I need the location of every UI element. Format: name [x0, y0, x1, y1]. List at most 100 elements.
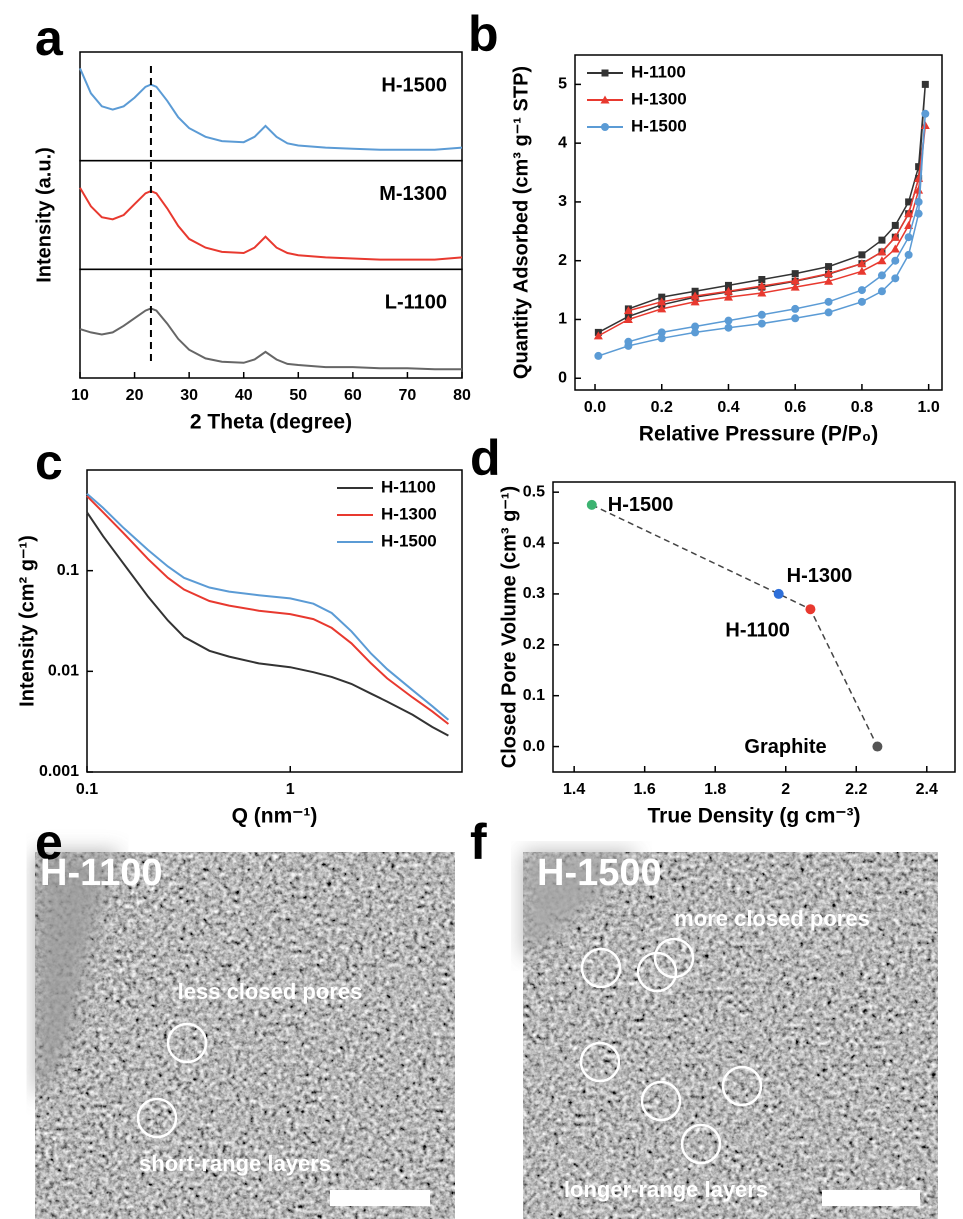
point-label: H-1500	[608, 494, 674, 516]
panel-letter: d	[470, 430, 501, 486]
y-tick-label: 4	[558, 134, 567, 151]
marker	[877, 256, 887, 265]
marker	[824, 297, 833, 306]
marker	[825, 263, 833, 271]
subplot-frame	[79, 268, 463, 379]
marker	[877, 271, 886, 280]
marker	[593, 331, 603, 340]
y-tick-label: 1	[558, 311, 567, 328]
plot-frame	[552, 481, 956, 773]
marker	[657, 297, 667, 306]
point-label: Graphite	[744, 736, 826, 758]
marker	[921, 80, 929, 88]
marker	[824, 276, 834, 285]
pore-circle	[721, 1065, 763, 1107]
panel-letter: e	[35, 814, 63, 870]
y-tick-label: 0	[558, 369, 567, 386]
image-annotation: longer-range layers	[564, 1177, 768, 1202]
line	[598, 125, 927, 337]
marker	[757, 288, 767, 297]
marker	[915, 163, 923, 171]
pore-circle	[640, 1080, 682, 1122]
line	[79, 307, 462, 371]
y-axis-label: Intensity (cm² g⁻¹)	[16, 535, 38, 707]
marker	[691, 322, 700, 331]
y-tick-label: 0.3	[523, 585, 545, 602]
marker	[904, 209, 914, 218]
marker	[921, 109, 930, 118]
point-label: H-1300	[787, 565, 853, 587]
marker	[904, 250, 913, 259]
panel-letter: b	[468, 6, 499, 62]
marker	[858, 251, 866, 259]
marker	[724, 323, 733, 332]
x-tick-label: 0.4	[717, 399, 739, 416]
point	[805, 604, 816, 615]
marker	[758, 276, 766, 284]
marker	[757, 281, 767, 290]
x-tick-label: 2.4	[916, 781, 938, 798]
marker	[905, 198, 913, 206]
marker	[724, 316, 733, 325]
x-tick-label: 40	[235, 387, 253, 404]
marker	[623, 306, 633, 315]
marker	[658, 293, 666, 301]
marker	[757, 310, 766, 319]
y-tick-label: 0.1	[57, 562, 79, 579]
marker	[791, 270, 799, 278]
pore-circle	[636, 951, 678, 993]
marker	[624, 337, 633, 346]
image-label: H-1500	[537, 852, 662, 894]
marker	[790, 276, 800, 285]
marker	[690, 297, 700, 306]
marker	[723, 286, 733, 295]
marker	[824, 269, 834, 278]
marker	[723, 292, 733, 301]
marker	[790, 282, 800, 291]
plot-frame	[86, 469, 463, 773]
pore-circle	[580, 947, 622, 989]
x-tick-label: 1.8	[704, 781, 726, 798]
marker	[594, 351, 603, 360]
y-tick-label: 0.0	[523, 738, 545, 755]
marker	[914, 209, 923, 218]
marker	[890, 232, 900, 241]
plot-frame	[574, 54, 943, 391]
marker	[920, 121, 930, 130]
marker	[877, 247, 887, 256]
marker	[691, 287, 699, 295]
marker	[857, 286, 866, 295]
x-tick-label: 70	[399, 387, 417, 404]
pore-circle	[579, 1041, 621, 1083]
marker	[657, 304, 667, 313]
image-texture	[35, 852, 455, 1219]
y-tick-label: 0.2	[523, 636, 545, 653]
pore-circle	[653, 937, 695, 979]
marker	[724, 281, 732, 289]
x-axis-label: 2 Theta (degree)	[190, 411, 352, 434]
marker	[891, 256, 900, 265]
x-tick-label: 1	[286, 781, 295, 798]
y-tick-label: 0.1	[523, 687, 545, 704]
panel-letter: f	[470, 814, 487, 870]
y-axis-label: Intensity (a.u.)	[33, 147, 55, 283]
marker	[791, 304, 800, 313]
y-tick-label: 0.01	[48, 663, 79, 680]
x-tick-label: 2	[781, 781, 790, 798]
point	[872, 741, 883, 752]
point-label: H-1100	[725, 619, 790, 641]
image-texture	[523, 852, 938, 1219]
x-tick-label: 80	[453, 387, 471, 404]
subplot-frame	[79, 159, 463, 271]
x-tick-label: 20	[126, 387, 144, 404]
point	[586, 499, 597, 510]
image-annotation: less closed pores	[178, 979, 363, 1004]
marker	[657, 328, 666, 337]
marker	[691, 328, 700, 337]
line	[79, 187, 463, 261]
x-axis-label: True Density (g cm⁻³)	[648, 805, 861, 828]
marker	[757, 319, 766, 328]
x-tick-label: 50	[289, 387, 307, 404]
marker	[891, 221, 899, 229]
